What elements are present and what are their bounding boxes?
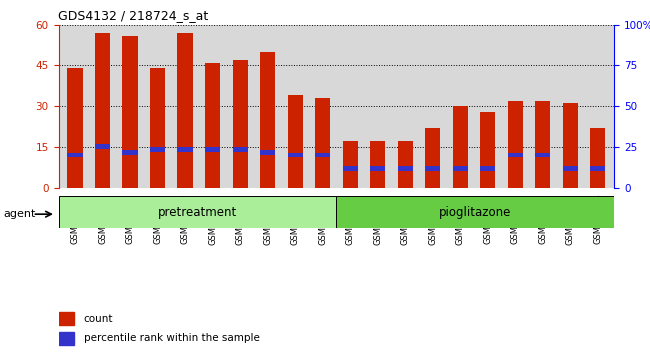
Bar <box>480 166 495 171</box>
Bar <box>287 153 303 158</box>
Bar <box>370 142 385 188</box>
Bar <box>315 153 330 158</box>
Bar <box>233 147 248 152</box>
Bar <box>370 166 385 171</box>
Bar <box>425 128 440 188</box>
Text: agent: agent <box>3 209 36 219</box>
Bar <box>563 166 578 171</box>
Bar <box>150 147 165 152</box>
Bar <box>260 52 275 188</box>
Bar <box>58 332 74 345</box>
Bar <box>260 150 275 155</box>
Bar <box>287 95 303 188</box>
Bar <box>508 153 523 158</box>
Bar <box>205 63 220 188</box>
Bar <box>343 166 358 171</box>
Bar <box>590 128 605 188</box>
Bar <box>95 33 110 188</box>
Bar <box>590 166 605 171</box>
Bar <box>535 101 551 188</box>
Bar <box>563 103 578 188</box>
Text: GDS4132 / 218724_s_at: GDS4132 / 218724_s_at <box>58 9 209 22</box>
Bar <box>343 142 358 188</box>
Text: percentile rank within the sample: percentile rank within the sample <box>83 333 259 343</box>
Bar <box>425 166 440 171</box>
Bar <box>68 68 83 188</box>
Bar <box>452 106 468 188</box>
Bar <box>68 153 83 158</box>
Bar <box>233 60 248 188</box>
Bar <box>508 101 523 188</box>
Text: pretreatment: pretreatment <box>158 206 237 219</box>
Bar <box>177 147 192 152</box>
Bar <box>535 153 551 158</box>
Bar <box>122 36 138 188</box>
Bar <box>315 98 330 188</box>
Bar <box>95 144 110 149</box>
Bar <box>480 112 495 188</box>
Bar <box>122 150 138 155</box>
Text: pioglitazone: pioglitazone <box>439 206 512 219</box>
Bar <box>205 147 220 152</box>
Text: count: count <box>83 314 113 324</box>
Bar <box>398 142 413 188</box>
Bar <box>58 196 337 228</box>
Bar <box>58 313 74 325</box>
Bar <box>150 68 165 188</box>
Bar <box>337 196 614 228</box>
Bar <box>452 166 468 171</box>
Bar <box>177 33 192 188</box>
Bar <box>398 166 413 171</box>
